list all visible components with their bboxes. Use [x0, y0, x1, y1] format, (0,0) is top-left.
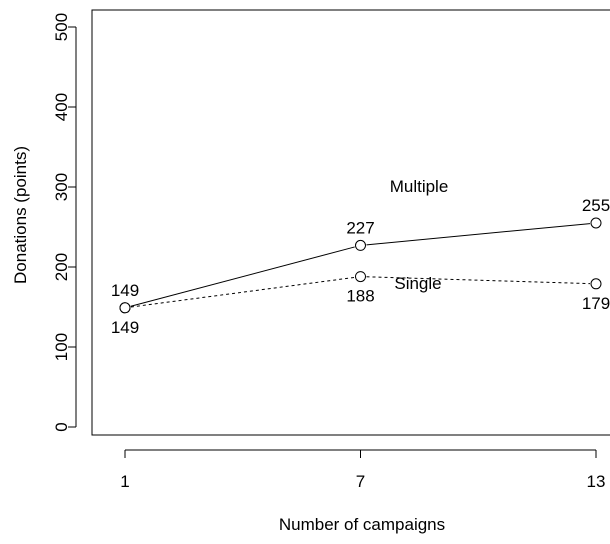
y-tick-label: 200	[52, 253, 71, 281]
y-tick-label: 0	[52, 422, 71, 431]
series-1-point	[590, 278, 602, 290]
y-tick-label: 300	[52, 173, 71, 201]
series-1-point	[355, 271, 366, 283]
series-1-line-segment	[366, 276, 591, 285]
series-0-data-label: 227	[346, 218, 374, 237]
series-1-data-label: 149	[111, 318, 139, 337]
series-0-data-label: 149	[111, 281, 139, 300]
x-tick-label: 7	[356, 472, 365, 491]
x-tick-label: 13	[587, 472, 606, 491]
series-0-line-segment	[130, 246, 355, 307]
series-0-data-label: 255	[582, 196, 610, 215]
series-1-data-label: 188	[346, 287, 374, 306]
y-tick-label: 100	[52, 333, 71, 361]
y-tick-label: 500	[52, 13, 71, 41]
series-0-point	[355, 239, 366, 251]
y-axis-title: Donations (points)	[11, 146, 30, 284]
series-0-point	[590, 217, 602, 229]
series-1-point	[119, 302, 131, 314]
series-label-single: Single	[394, 274, 441, 293]
series-1-data-label: 179	[582, 294, 610, 313]
series-1-line-segment	[130, 276, 355, 308]
series-label-multiple: Multiple	[390, 177, 449, 196]
series-0-line-segment	[366, 223, 591, 246]
plot-border	[91, 9, 610, 436]
y-tick-label: 400	[52, 93, 71, 121]
x-tick-label: 1	[120, 472, 129, 491]
x-axis-title: Number of campaigns	[279, 515, 445, 534]
